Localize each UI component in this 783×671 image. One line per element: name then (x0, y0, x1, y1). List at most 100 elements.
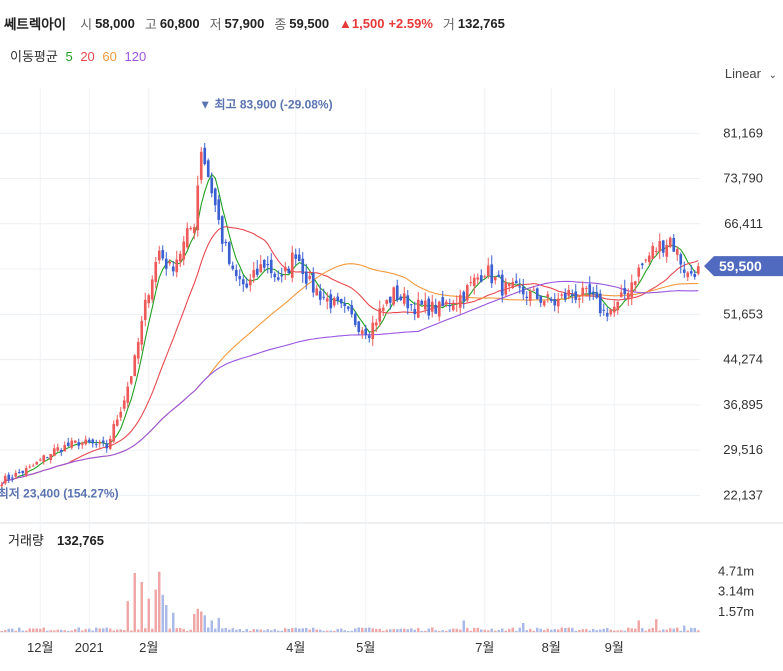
candle-body (497, 274, 501, 278)
volume-title: 거래량 (8, 533, 44, 548)
candle-body (283, 267, 287, 272)
volume-tick-label: 1.57m (718, 604, 754, 619)
volume-bar (280, 630, 283, 632)
candle-body (336, 296, 340, 302)
volume-bar (560, 627, 563, 632)
candle-body (150, 279, 154, 300)
candle-body (101, 440, 105, 443)
candle-body (528, 291, 532, 301)
candle-body (28, 466, 32, 468)
volume-bar (25, 630, 28, 632)
candle-body (451, 304, 455, 311)
volume-bar (413, 629, 416, 632)
volume-bar (669, 628, 672, 632)
candle-body (416, 299, 420, 318)
x-tick-label: 2021 (75, 640, 104, 655)
chart-grid (0, 132, 783, 633)
candle-body (521, 286, 525, 295)
volume-bar (609, 629, 612, 632)
ma-legend-20[interactable]: 20 (80, 49, 95, 64)
low-label: 저 (209, 16, 222, 32)
x-tick-label: 5월 (356, 640, 375, 655)
volume-bar (473, 627, 476, 632)
candle-body (0, 484, 4, 487)
candle-body (665, 244, 669, 257)
candle-body (476, 277, 480, 280)
volume-bar (672, 628, 675, 632)
y-tick-label: 66,411 (724, 216, 763, 231)
volume-bar (578, 630, 581, 632)
volume-bar (151, 628, 154, 632)
volume-bar (298, 628, 301, 632)
volume-bar (602, 628, 605, 632)
candle-body (339, 298, 343, 304)
candle-body (609, 309, 613, 315)
candle-body (381, 307, 385, 311)
volume-bar (476, 627, 479, 632)
volume-bar (109, 628, 112, 632)
volume-bar (518, 627, 521, 632)
volume-bar (693, 627, 696, 632)
volume-bar (287, 628, 290, 632)
volume-bar (35, 628, 38, 632)
volume-bar (203, 615, 206, 632)
candle-body (553, 298, 557, 306)
x-tick-label: 9월 (605, 640, 624, 655)
candle-body (437, 301, 441, 317)
candle-body (52, 448, 56, 457)
volume-bar (249, 630, 252, 632)
volume-bar (305, 627, 308, 632)
y-tick-label: 29,516 (723, 442, 763, 457)
volume-bar (378, 628, 381, 632)
candle-body (196, 185, 200, 231)
volume-bar (284, 628, 287, 632)
last-price-tag: 59,500 (704, 256, 783, 277)
candle-body (262, 260, 266, 268)
volume-bar (273, 629, 276, 632)
volume-bar (438, 630, 441, 632)
volume-bar (67, 630, 70, 632)
volume-bar (508, 628, 511, 632)
candle-body (500, 274, 504, 296)
candle-body (171, 266, 175, 272)
candle-body (619, 292, 623, 298)
volume-bar (193, 614, 196, 632)
candle-body (70, 440, 74, 448)
candle-body (56, 447, 60, 451)
volume-bar (490, 628, 493, 632)
candle-body (129, 376, 133, 384)
volume-bar (312, 627, 315, 632)
ma-legend-60[interactable]: 60 (102, 49, 117, 64)
ma-legend-5[interactable]: 5 (65, 49, 73, 64)
volume-bar (501, 628, 504, 632)
volume-bar (525, 630, 528, 632)
scale-selector[interactable]: Linear ⌄ (725, 66, 777, 81)
volume-bar (63, 630, 66, 632)
volume-bar (504, 630, 507, 632)
candle-body (143, 299, 147, 320)
candle-body (91, 439, 95, 444)
volume-bar (77, 627, 80, 632)
candle-body (595, 292, 599, 298)
moving-average-lines (1, 173, 699, 485)
candle-body (105, 443, 109, 449)
volume-bar (487, 630, 490, 632)
candle-body (252, 270, 256, 278)
candle-body (563, 292, 567, 299)
ma-legend-120[interactable]: 120 (124, 49, 147, 64)
x-tick-label: 4월 (286, 640, 305, 655)
candle-body (430, 301, 434, 312)
volume-bar (308, 629, 311, 632)
volume-y-axis: 4.71m 3.14m 1.57m (718, 564, 754, 619)
candle-body (290, 252, 294, 278)
volume-bar (515, 630, 518, 632)
candle-body (189, 228, 193, 230)
candle-body (413, 309, 417, 315)
volume-bar (32, 628, 35, 632)
candle-body (14, 472, 18, 477)
candle-body (332, 297, 336, 306)
volume-bar (74, 629, 77, 632)
candle-body (654, 251, 658, 253)
candle-body (535, 288, 539, 299)
